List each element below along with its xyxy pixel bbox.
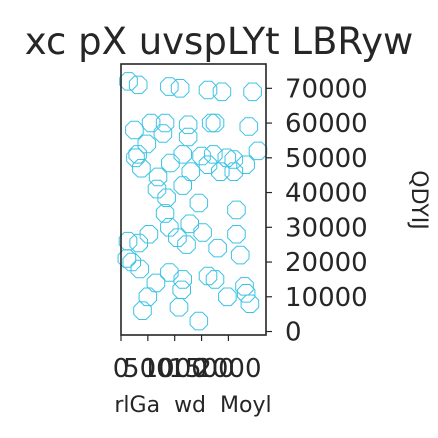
data-point [248, 141, 268, 161]
data-point [230, 245, 250, 265]
data-point [239, 117, 259, 136]
data-point [137, 134, 157, 154]
data-point [146, 273, 166, 293]
data-point [243, 82, 262, 102]
data-point [217, 148, 237, 168]
data-point [148, 167, 168, 187]
data-point [211, 162, 230, 181]
data-point [157, 188, 176, 207]
data-point [227, 225, 246, 244]
data-point [155, 113, 175, 133]
y-tick-label: 10000 [285, 283, 368, 313]
data-point [122, 252, 141, 272]
data-point [173, 270, 192, 289]
data-point [236, 155, 255, 174]
data-point [193, 223, 212, 242]
x-tick-label: 2000 [195, 354, 261, 384]
data-point [133, 301, 152, 320]
x-tick-label: 1500 [168, 354, 234, 384]
data-point [180, 214, 199, 234]
data-point [132, 159, 151, 178]
chart-title: xc pX uvspLYt LBRyw [25, 20, 413, 63]
data-point [236, 284, 256, 303]
y-tick-label: 70000 [285, 74, 368, 104]
data-point [189, 311, 209, 331]
data-point [160, 77, 179, 96]
data-point [227, 200, 246, 220]
x-tick-label: 500 [123, 354, 173, 384]
data-point [129, 233, 148, 253]
data-point [160, 263, 179, 282]
y-tick-label: 20000 [285, 248, 368, 278]
data-point [173, 145, 192, 164]
data-point [198, 80, 218, 100]
data-point [181, 162, 201, 181]
x-axis-label: rlGa wd Moyl [114, 393, 271, 418]
x-tick-label: 1000 [142, 354, 208, 384]
data-point [240, 294, 260, 313]
data-point [128, 145, 147, 164]
data-point [235, 277, 254, 296]
data-point [178, 115, 198, 135]
data-point [153, 124, 173, 143]
data-point [212, 82, 232, 102]
data-point [218, 287, 237, 307]
data-point [168, 228, 187, 247]
data-point [161, 153, 180, 173]
data-point [224, 150, 244, 169]
y-axis-ticks: 0 10000 20000 30000 40000 50000 60000 70000 [266, 74, 368, 348]
data-point [160, 218, 179, 237]
y-tick-label: 40000 [285, 179, 368, 209]
data-point [138, 287, 158, 307]
data-point [119, 72, 138, 91]
data-point [201, 113, 221, 133]
data-point [125, 120, 144, 140]
data-point [173, 176, 192, 195]
data-point [126, 148, 145, 168]
y-tick-label: 50000 [285, 144, 368, 174]
data-point [198, 266, 218, 286]
data-point [205, 113, 225, 133]
data-point [155, 204, 175, 223]
data-point [169, 297, 189, 317]
data-point [130, 259, 150, 279]
y-axis-label: QDYIJ [406, 170, 431, 229]
data-point [172, 280, 191, 300]
data-point [204, 145, 223, 164]
data-point [170, 79, 190, 98]
data-point [128, 75, 148, 95]
data-point [189, 193, 209, 213]
y-tick-label: 30000 [285, 213, 368, 243]
data-point [224, 162, 244, 181]
data-point [205, 270, 225, 289]
data-points [117, 72, 268, 331]
x-tick-label: 0 [113, 354, 130, 384]
data-point [139, 225, 159, 244]
data-point [141, 113, 161, 133]
y-tick-label: 60000 [285, 109, 368, 139]
y-tick-label: 0 [285, 318, 302, 348]
data-point [208, 238, 227, 258]
data-point [198, 155, 218, 174]
data-point [178, 127, 198, 147]
data-point [192, 146, 211, 166]
plot-frame [120, 63, 267, 336]
data-point [177, 235, 196, 254]
